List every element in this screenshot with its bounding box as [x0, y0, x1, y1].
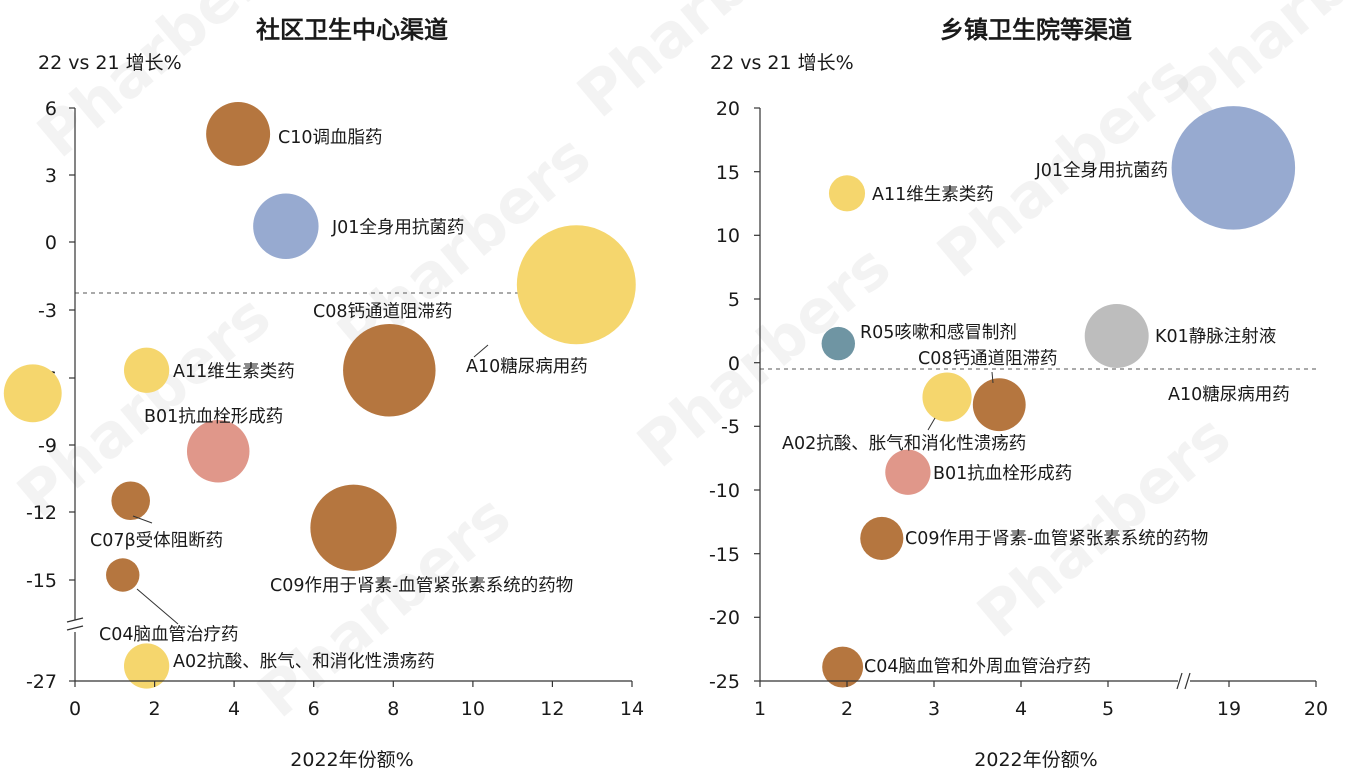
- chart-right-ylabel: 22 vs 21 增长%: [710, 52, 854, 74]
- chart-left-bubbles: [106, 102, 636, 689]
- bubble-label: C10调血脂药: [278, 128, 383, 148]
- chart-right-axis-break-2: [1184, 672, 1191, 690]
- bubble-label: R05咳嗽和感冒制剂: [860, 323, 1017, 343]
- ytick-label: -27: [26, 671, 57, 693]
- bubble-label: B01抗血栓形成药: [144, 407, 283, 427]
- chart-left-xlabel: 2022年份额%: [290, 749, 413, 771]
- ytick-label: 5: [728, 289, 740, 311]
- ytick-label: 3: [45, 165, 57, 187]
- xtick-label: 1: [754, 698, 766, 720]
- xtick-label: 5: [1102, 698, 1114, 720]
- xtick-label: 8: [387, 698, 399, 720]
- xtick-label: 10: [461, 698, 485, 720]
- bubble-label: J01全身用抗菌药: [1035, 161, 1168, 181]
- chart-right-yticks: 20 15 10 5 0 -5 -10 -15 -20 -25: [709, 98, 760, 693]
- ytick-label: -20: [709, 607, 740, 629]
- bubble: [860, 516, 904, 560]
- chart-right-xlabel: 2022年份额%: [974, 749, 1097, 771]
- bubble-label: B01抗血栓形成药: [933, 464, 1072, 484]
- ytick-label: -25: [709, 671, 740, 693]
- chart-left-labels: C10调血脂药 J01全身用抗菌药 A10糖尿病用药 C08钙通道阻滞药 A11…: [90, 128, 588, 672]
- bubble: [3, 364, 62, 423]
- xtick-label: 19: [1217, 698, 1241, 720]
- bubble: [922, 372, 972, 422]
- leader-c08-right: [991, 371, 994, 384]
- ytick-label: 6: [45, 98, 57, 120]
- bubble-label: C08钙通道阻滞药: [313, 302, 453, 322]
- bubble: [1171, 106, 1296, 230]
- bubble-label: A11维生素类药: [872, 185, 994, 205]
- bubble: [1084, 303, 1149, 368]
- chart-right: 乡镇卫生院等渠道 22 vs 21 增长% 2022年份额% 20 15: [3, 16, 1328, 771]
- leader-c04: [136, 588, 179, 625]
- bubble-label: A02抗酸、胀气、和消化性溃疡药: [173, 652, 435, 672]
- bubble-label: C07β受体阻断药: [90, 531, 223, 551]
- ytick-label: 15: [716, 162, 740, 184]
- bubble: [343, 323, 436, 417]
- xtick-label: 20: [1304, 698, 1328, 720]
- chart-right-title: 乡镇卫生院等渠道: [940, 16, 1132, 44]
- leader-c07: [132, 515, 153, 524]
- bubble-label: C09作用于肾素-血管紧张素系统的药物: [905, 529, 1208, 549]
- bubble: [123, 347, 170, 393]
- leader-a02-right: [927, 417, 936, 431]
- xtick-label: 2: [841, 698, 853, 720]
- chart-right-labels: J01全身用抗菌药 A11维生素类药 R05咳嗽和感冒制剂 K01静脉注射液 C…: [782, 161, 1290, 677]
- chart-left-xticks: 0 2 4 6 8 10 12 14: [69, 681, 644, 720]
- bubble-label: A02抗酸、胀气和消化性溃疡药: [782, 434, 1026, 454]
- ytick-label: -12: [26, 502, 57, 524]
- ytick-label: 0: [728, 353, 740, 375]
- bubble: [106, 558, 140, 592]
- ytick-label: 10: [716, 225, 740, 247]
- ytick-label: -15: [26, 570, 57, 592]
- xtick-label: 3: [928, 698, 940, 720]
- bubble: [972, 378, 1026, 432]
- chart-right-xticks: 1 2 3 4 5 19 20: [754, 681, 1328, 720]
- xtick-label: 2: [149, 698, 161, 720]
- bubble: [885, 449, 931, 495]
- bubble: [253, 193, 319, 259]
- bubble: [516, 225, 636, 345]
- bubble-label: C09作用于肾素-血管紧张素系统的药物: [270, 576, 573, 596]
- bubble-label: J01全身用抗菌药: [331, 218, 464, 238]
- bubble: [822, 646, 864, 688]
- xtick-label: 12: [540, 698, 564, 720]
- bubble-label: C04脑血管和外周血管治疗药: [864, 657, 1091, 677]
- bubble-label: C04脑血管治疗药: [99, 625, 239, 645]
- bubble: [828, 175, 866, 212]
- leader-a10: [473, 344, 489, 358]
- bubble-label: A10糖尿病用药: [466, 357, 588, 377]
- bubble: [123, 643, 170, 689]
- bubble: [206, 102, 271, 166]
- xtick-label: 14: [620, 698, 644, 720]
- ytick-label: -3: [38, 300, 57, 322]
- bubble-label: A10糖尿病用药: [1168, 385, 1290, 405]
- ytick-label: -15: [709, 544, 740, 566]
- bubble-label: C08钙通道阻滞药: [918, 349, 1058, 369]
- chart-right-axis-break-1: [1176, 672, 1183, 690]
- chart-left-title: 社区卫生中心渠道: [256, 16, 448, 44]
- bubble: [821, 326, 856, 361]
- bubble: [310, 484, 397, 571]
- bubble: [186, 419, 250, 483]
- xtick-label: 4: [228, 698, 240, 720]
- ytick-label: 20: [716, 98, 740, 120]
- xtick-label: 6: [308, 698, 320, 720]
- ytick-label: -9: [38, 435, 57, 457]
- bubble-label: A11维生素类药: [173, 362, 295, 382]
- ytick-label: 0: [45, 232, 57, 254]
- chart-left-axis-break-2: [66, 625, 84, 631]
- ytick-label: -5: [721, 416, 740, 438]
- ytick-label: -10: [709, 480, 740, 502]
- bubble-label: K01静脉注射液: [1155, 327, 1276, 347]
- chart-left-axis-break-1: [66, 617, 84, 623]
- bubble: [111, 481, 150, 521]
- chart-left-ylabel: 22 vs 21 增长%: [38, 52, 182, 74]
- chart-right-bubbles: [3, 106, 1296, 688]
- xtick-label: 4: [1015, 698, 1027, 720]
- xtick-label: 0: [69, 698, 81, 720]
